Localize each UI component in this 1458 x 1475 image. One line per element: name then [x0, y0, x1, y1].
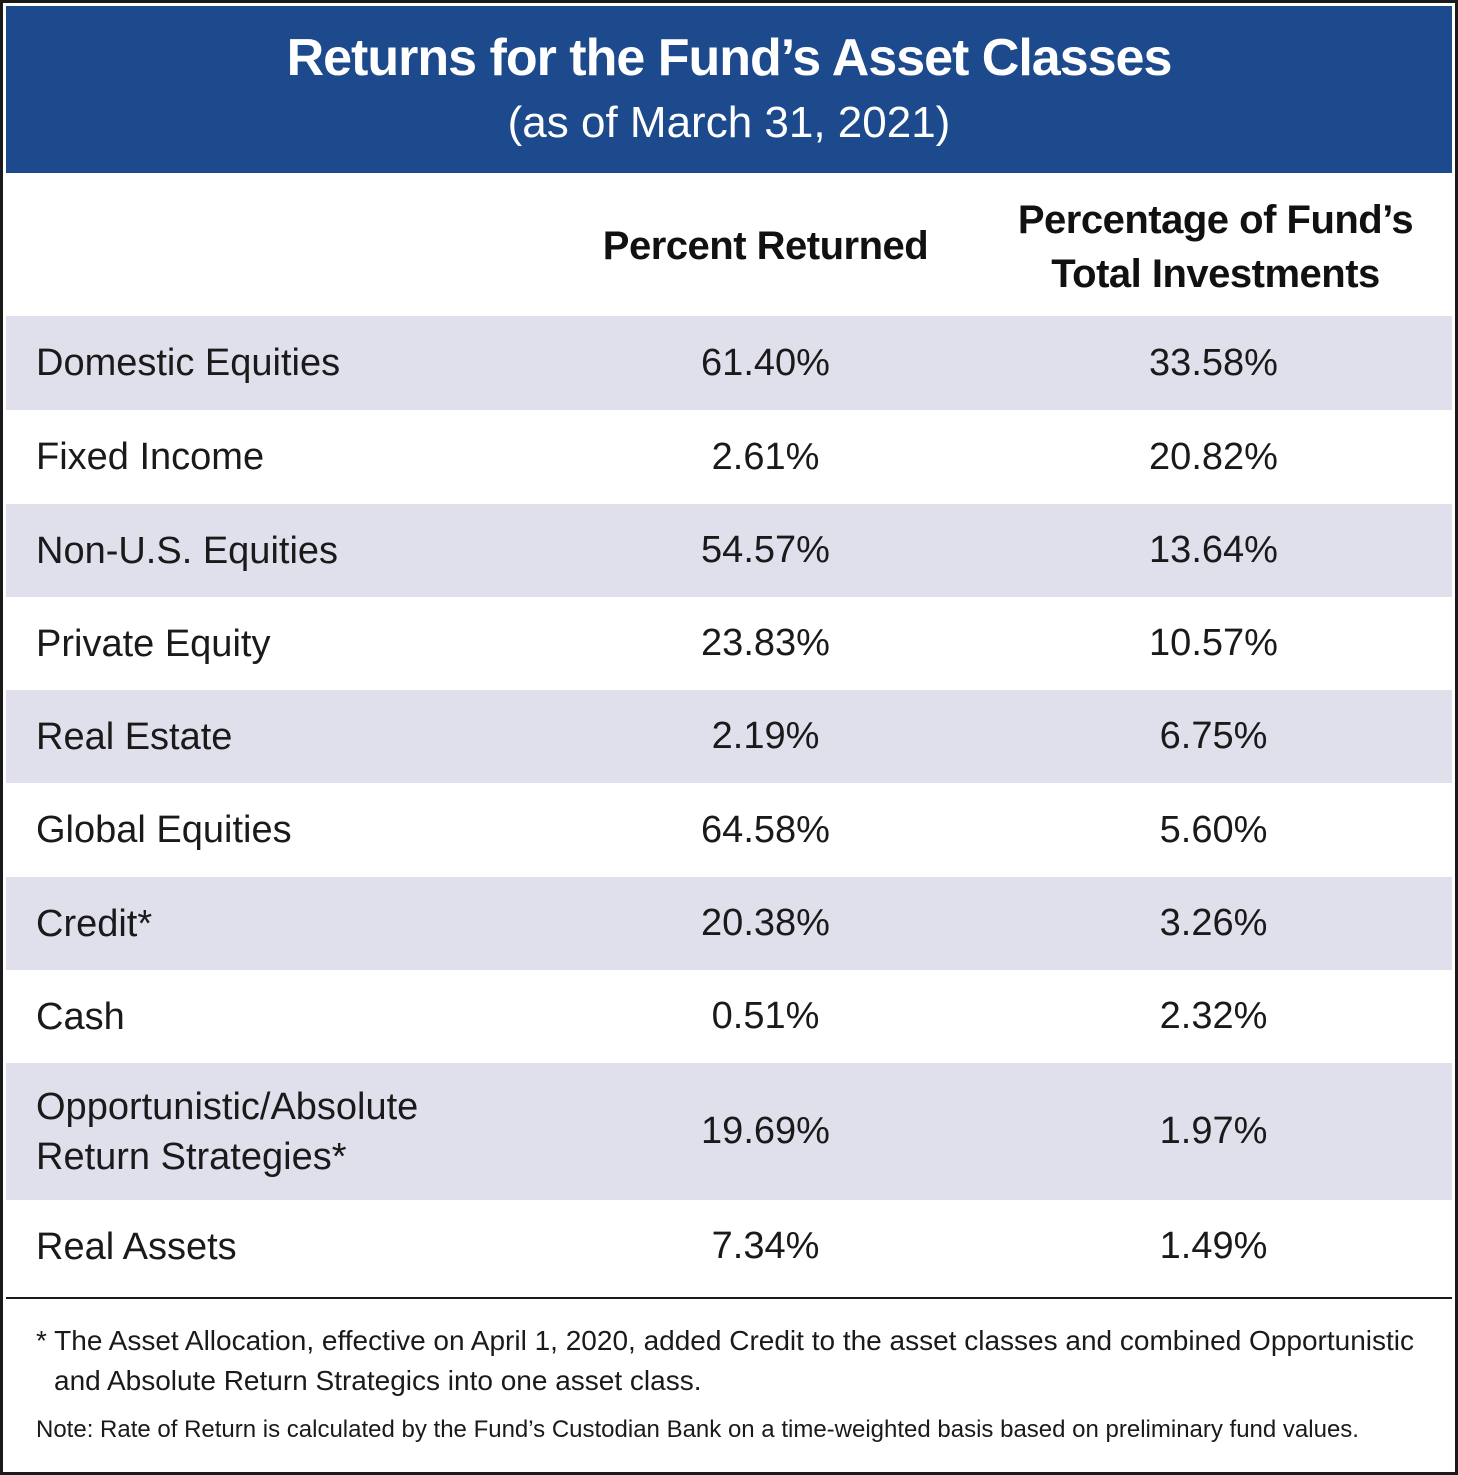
footer-divider [6, 1297, 1452, 1299]
percent-returned-value: 61.40% [701, 341, 830, 384]
table-row: Non-U.S. Equities 54.57% 13.64% [6, 504, 1452, 597]
column-header-line-2: Total Investments [1051, 252, 1380, 296]
table-body: Domestic Equities 61.40% 33.58% Fixed In… [6, 316, 1452, 1293]
percentage-of-total-value: 1.49% [1159, 1225, 1268, 1267]
percentage-of-total-value: 10.57% [1149, 622, 1278, 664]
asset-class-name: Non-U.S. Equities [36, 529, 339, 572]
table-row: Real Assets 7.34% 1.49% [6, 1200, 1452, 1293]
percent-returned-value: 20.38% [701, 902, 830, 944]
percent-returned-value: 23.83% [701, 622, 830, 664]
asset-class-name: Real Assets [36, 1225, 237, 1268]
percent-returned-value: 7.34% [711, 1225, 820, 1267]
asset-class-name: Private Equity [36, 622, 271, 665]
asset-class-name: Global Equities [36, 809, 292, 851]
percent-returned-value: 2.61% [711, 435, 820, 478]
table-row: Domestic Equities 61.40% 33.58% [6, 316, 1452, 410]
asset-class-name: Fixed Income [36, 436, 265, 478]
percentage-of-total-value: 33.58% [1149, 341, 1278, 384]
percent-returned-value: 54.57% [701, 529, 830, 571]
percentage-of-total-value: 1.97% [1159, 1110, 1268, 1152]
asset-class-name: Real Estate [36, 715, 233, 758]
asset-class-name: Opportunistic/Absolute Return Strategies… [36, 1085, 419, 1178]
percentage-of-total-value: 6.75% [1159, 715, 1268, 757]
asset-class-name: Credit* [36, 902, 153, 945]
table-row: Credit* 20.38% 3.26% [6, 877, 1452, 970]
percentage-of-total-value: 20.82% [1149, 435, 1278, 478]
table-row: Fixed Income 2.61% 20.82% [6, 410, 1452, 504]
percent-returned-value: 0.51% [711, 995, 820, 1037]
table-row: Cash 0.51% 2.32% [6, 970, 1452, 1063]
table-row: Global Equities 64.58% 5.60% [6, 783, 1452, 877]
rate-of-return-note: Note: Rate of Return is calculated by th… [36, 1416, 1359, 1443]
percent-returned-value: 2.19% [711, 715, 820, 757]
table-header: Returns for the Fund’s Asset Classes (as… [6, 6, 1452, 173]
percent-returned-value: 19.69% [701, 1110, 830, 1152]
table-row: Real Estate 2.19% 6.75% [6, 690, 1452, 783]
percentage-of-total-value: 2.32% [1159, 995, 1268, 1037]
column-header-percent-returned: Percent Returned [602, 224, 929, 268]
percentage-of-total-value: 5.60% [1159, 808, 1268, 851]
table-subtitle: (as of March 31, 2021) [507, 98, 951, 147]
table-row: Opportunistic/Absolute Return Strategies… [6, 1063, 1452, 1200]
column-header-percentage-of-total: Percentage of Fund’s Total Investments [998, 193, 1433, 301]
asset-class-name: Cash [36, 995, 125, 1038]
asset-allocation-footnote: * The Asset Allocation, effective on Apr… [36, 1325, 1415, 1396]
column-header-line-1: Percentage of Fund’s [1017, 198, 1414, 242]
percentage-of-total-value: 13.64% [1149, 529, 1278, 571]
percent-returned-value: 64.58% [701, 808, 830, 851]
percentage-of-total-value: 3.26% [1159, 902, 1268, 944]
asset-class-name: Domestic Equities [36, 342, 341, 384]
table-title: Returns for the Fund’s Asset Classes [286, 29, 1173, 87]
table-row: Private Equity 23.83% 10.57% [6, 597, 1452, 690]
